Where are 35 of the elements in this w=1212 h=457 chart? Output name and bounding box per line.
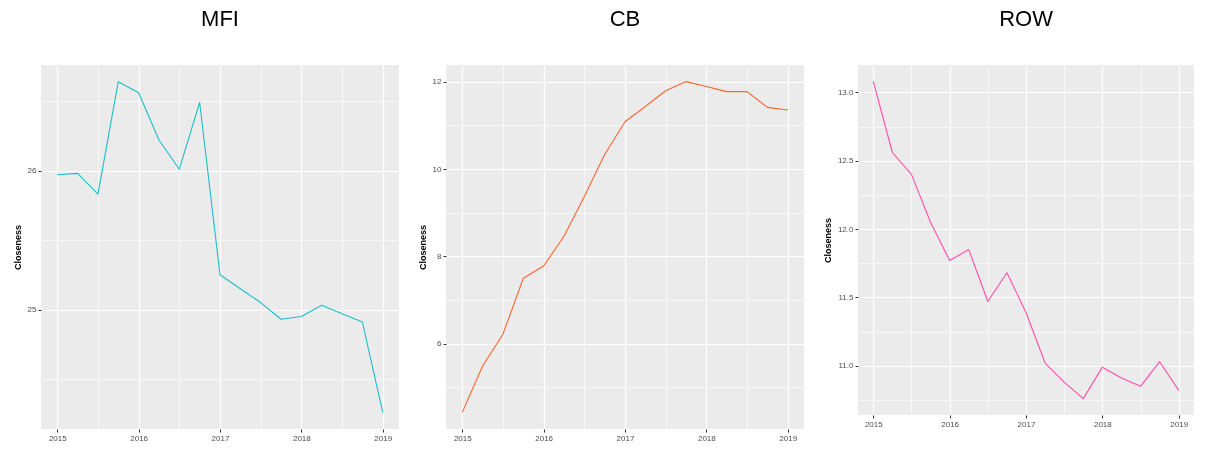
x-tick-label: 2016: [130, 433, 149, 443]
x-tick-label: 2018: [1093, 419, 1113, 429]
x-tick-label: 2019: [1170, 419, 1189, 429]
x-tick-label: 2015: [453, 433, 473, 443]
chart-title: MFI: [201, 6, 239, 31]
x-tick-label: 2017: [1017, 419, 1036, 429]
y-tick-label: 8: [437, 251, 443, 261]
line-series: [461, 81, 789, 413]
y-tick-label: 12.0: [837, 224, 855, 234]
y-tick-label: 6: [437, 339, 443, 349]
x-tick-label: 2017: [211, 433, 230, 443]
y-tick-label: 12.5: [837, 156, 855, 166]
x-tick-label: 2016: [941, 419, 960, 429]
x-tick-label: 2015: [48, 433, 68, 443]
chart-title: ROW: [999, 6, 1054, 31]
y-tick-label: 11.5: [838, 292, 855, 302]
y-tick-label: 25: [27, 305, 38, 315]
x-tick-label: 2019: [374, 433, 393, 443]
y-tick-label: 11.0: [838, 361, 855, 371]
y-tick-label: 13.0: [837, 87, 855, 97]
x-tick-label: 2019: [779, 433, 798, 443]
x-tick-label: 2015: [864, 419, 884, 429]
y-tick-label: 26: [27, 166, 38, 176]
chart-title: CB: [609, 6, 641, 31]
x-tick-label: 2018: [292, 433, 312, 443]
x-tick-label: 2018: [697, 433, 717, 443]
line-series: [872, 80, 1180, 400]
y-axis-title: Closeness: [417, 224, 428, 271]
y-tick-label: 12: [432, 77, 443, 87]
y-tick-label: 10: [432, 164, 443, 174]
line-series: [56, 81, 384, 413]
x-tick-label: 2016: [535, 433, 554, 443]
x-tick-label: 2017: [616, 433, 635, 443]
y-axis-title: Closeness: [12, 224, 23, 271]
y-axis-title: Closeness: [822, 217, 833, 264]
